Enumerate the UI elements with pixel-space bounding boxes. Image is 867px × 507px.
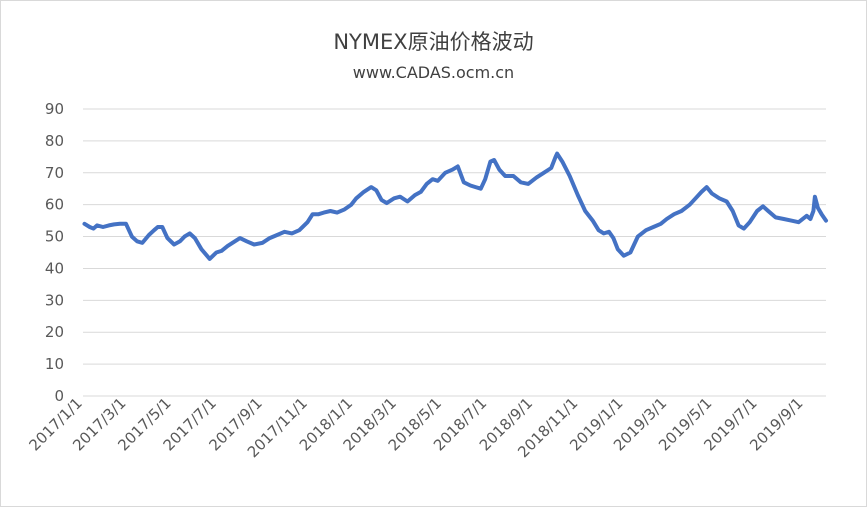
y-tick-label: 50 — [45, 228, 64, 246]
y-tick-label: 20 — [45, 323, 64, 341]
series-line-0 — [82, 151, 828, 261]
y-tick-label: 0 — [54, 387, 64, 405]
y-tick-label: 30 — [45, 291, 64, 309]
y-tick-label: 60 — [45, 196, 64, 214]
x-axis-ticks: 2017/1/12017/3/12017/5/12017/7/12017/9/1… — [25, 394, 806, 461]
y-tick-label: 40 — [45, 259, 64, 277]
gridlines — [83, 108, 826, 397]
chart-subtitle: www.CADAS.ocm.cn — [352, 63, 515, 82]
chart-title: NYMEX原油价格波动 — [333, 30, 534, 54]
y-tick-label: 90 — [45, 100, 64, 118]
y-tick-label: 70 — [45, 164, 64, 182]
y-tick-label: 10 — [45, 355, 64, 373]
y-axis-ticks: 0 10 20 30 40 50 60 70 80 90 — [45, 100, 64, 405]
series-layer — [82, 151, 828, 261]
y-tick-label: 80 — [45, 132, 64, 150]
